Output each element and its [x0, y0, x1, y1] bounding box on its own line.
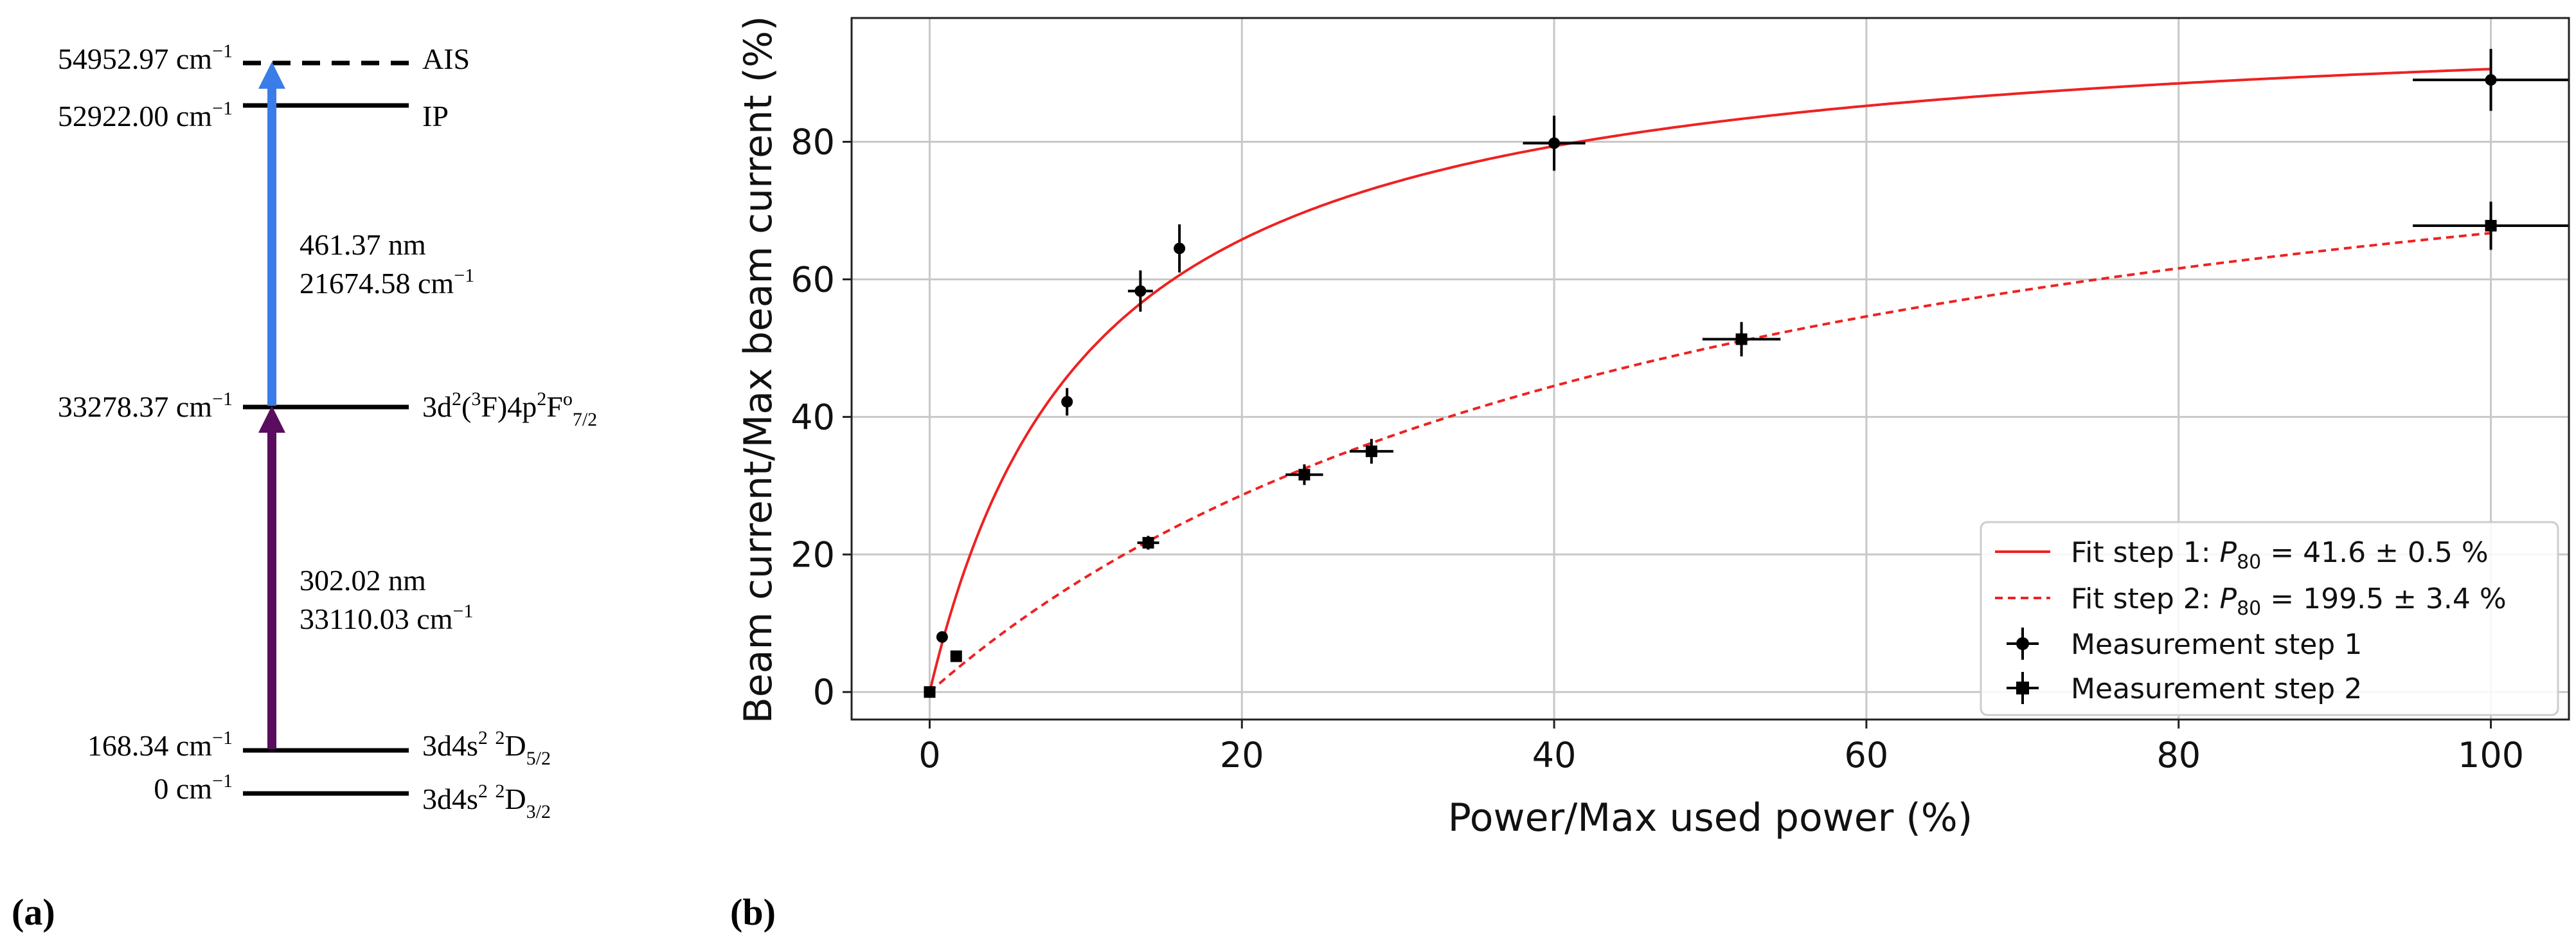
y-axis-label: Beam current/Max beam current (%) [736, 16, 781, 724]
point-marker [1142, 537, 1154, 549]
data-point-step-1-1 [936, 631, 948, 643]
legend-label-fit-2: Fit step 2: P80 = 199.5 ± 3.4 % [2071, 583, 2507, 620]
x-tick-label-60: 60 [1845, 735, 1889, 775]
x-axis-label: Power/Max used power (%) [1448, 795, 1972, 840]
legend: Fit step 1: P80 = 41.6 ± 0.5 % Fit step … [1980, 521, 2559, 716]
point-marker [1134, 285, 1147, 297]
fit-curves [928, 68, 2491, 693]
legend-swatch-measurement-2 [2007, 672, 2039, 704]
point-marker [950, 650, 962, 662]
data-points [924, 49, 2569, 698]
legend-swatch-measurement-1 [2007, 628, 2039, 660]
energy-label-168: 168.34 cm−1 [87, 727, 233, 762]
data-point-step-1-5 [1523, 115, 1586, 171]
data-point-step-1-3 [1127, 270, 1153, 312]
y-tick-label-20: 20 [791, 534, 835, 575]
y-tick-label-40: 40 [791, 397, 835, 437]
data-point-step-2-5 [1702, 322, 1781, 357]
x-axis-ticks: 0 20 40 60 80 100 [918, 720, 2524, 775]
y-tick-label-80: 80 [791, 122, 835, 163]
legend-label-measurement-2: Measurement step 2 [2071, 673, 2362, 705]
energy-label-ip: 52922.00 cm−1 [58, 98, 233, 132]
point-marker [924, 686, 936, 698]
plot-frame [850, 17, 2570, 721]
legend-label-fit-1: Fit step 1: P80 = 41.6 ± 0.5 % [2071, 536, 2489, 574]
x-tick-label-100: 100 [2458, 735, 2524, 775]
fit-curve-step-1 [928, 68, 2491, 693]
energy-level-diagram: 54952.97 cm−1 52922.00 cm−1 33278.37 cm−… [12, 41, 597, 933]
fit-curve-step-2 [929, 231, 2491, 693]
data-point-step-2-1 [950, 650, 962, 662]
energy-label-ais: 54952.97 cm−1 [58, 41, 233, 75]
legend-label-measurement-1: Measurement step 1 [2071, 628, 2362, 661]
energy-label-0: 0 cm−1 [154, 770, 233, 805]
y-tick-label-60: 60 [791, 259, 835, 300]
data-point-step-2-2 [1137, 536, 1159, 550]
energy-label-33278: 33278.37 cm−1 [58, 388, 233, 423]
point-marker [1735, 333, 1748, 345]
x-tick-label-40: 40 [1532, 735, 1577, 775]
x-tick-label-20: 20 [1220, 735, 1264, 775]
point-marker [1365, 445, 1377, 457]
state-label-ais: AIS [422, 42, 470, 75]
transition-wavenumber-461: 21674.58 cm−1 [300, 265, 474, 300]
data-point-step-1-6 [2413, 49, 2569, 111]
state-label-d32: 3d4s2 2D3/2 [422, 781, 551, 822]
point-marker [2485, 220, 2497, 232]
data-point-step-1-4 [1174, 224, 1186, 273]
state-label-ip: IP [422, 100, 449, 132]
state-label-excited: 3d2(3F)4p2Fo7/2 [422, 388, 597, 430]
x-tick-label-80: 80 [2156, 735, 2201, 775]
point-marker [1548, 137, 1561, 149]
data-point-step-2-3 [1285, 464, 1323, 485]
y-axis-ticks: 0 20 40 60 80 [791, 122, 852, 712]
data-point-step-2-4 [1349, 439, 1393, 464]
transition-wavenumber-302: 33110.03 cm−1 [300, 601, 473, 635]
point-marker [2485, 74, 2497, 86]
transition-wavelength-461: 461.37 nm [300, 228, 426, 261]
point-marker [1298, 469, 1310, 481]
transition-wavelength-302: 302.02 nm [300, 564, 426, 597]
x-tick-label-0: 0 [918, 735, 940, 775]
point-marker [1061, 395, 1073, 408]
panel-a-label: (a) [12, 891, 55, 933]
data-point-step-1-2 [1061, 388, 1073, 416]
data-point-step-2-6 [2413, 201, 2569, 250]
point-marker [1174, 242, 1186, 255]
data-point-step-2-0 [924, 686, 936, 698]
beam-current-chart: 0 20 40 60 80 100 0 20 40 60 80 Power/Max used po… [730, 16, 2570, 933]
point-marker [936, 631, 948, 643]
legend-box [1980, 521, 2559, 716]
y-tick-label-0: 0 [813, 672, 835, 712]
state-label-d52: 3d4s2 2D5/2 [422, 727, 551, 769]
panel-b-label: (b) [730, 891, 776, 933]
